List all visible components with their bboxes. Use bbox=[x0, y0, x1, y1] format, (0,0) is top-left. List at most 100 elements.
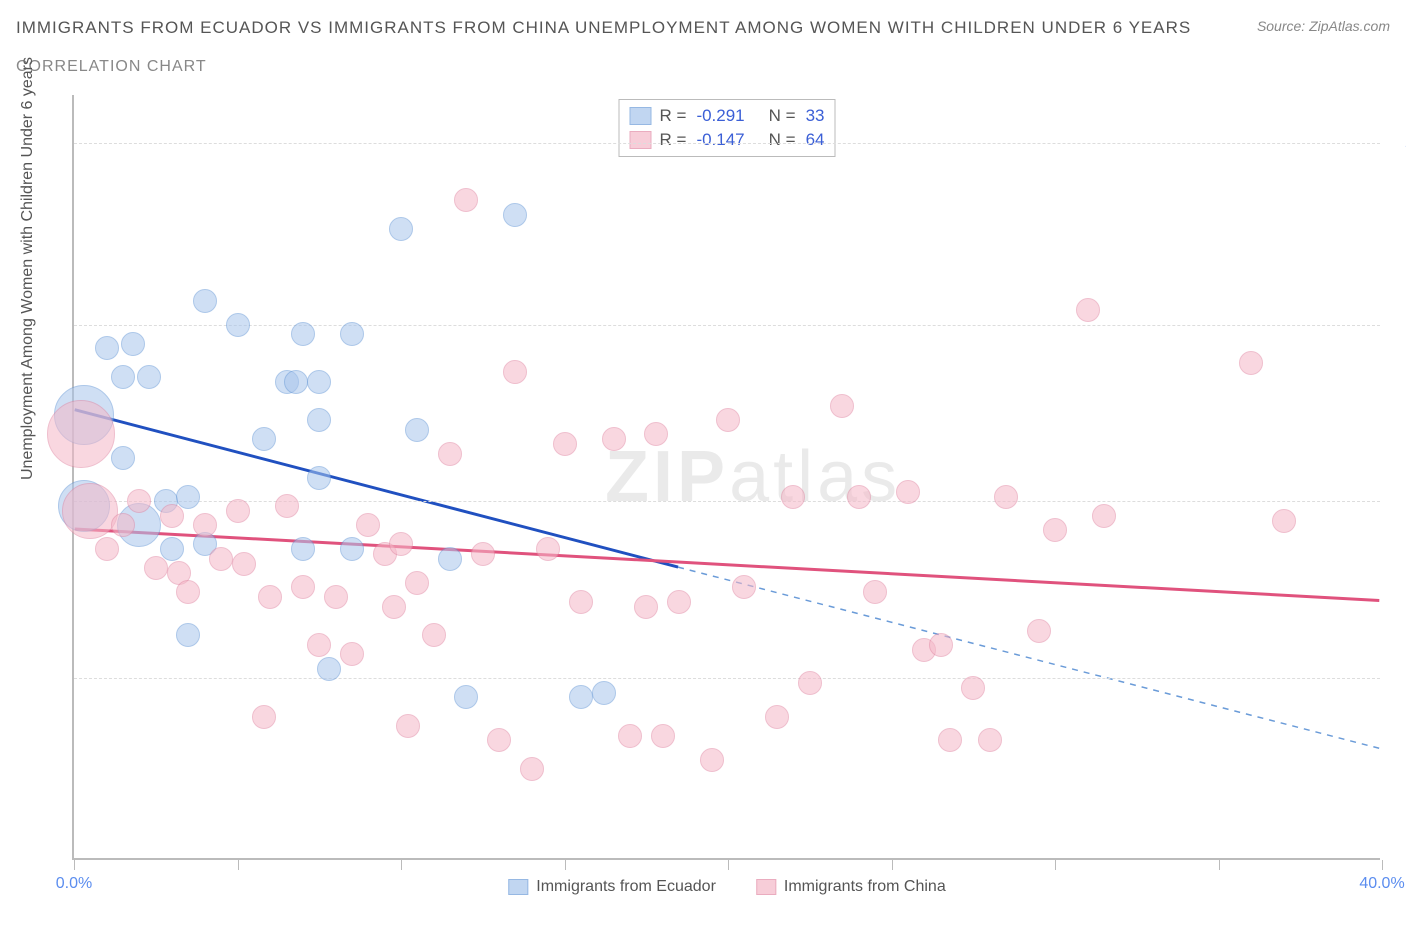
data-point bbox=[830, 394, 854, 418]
data-point bbox=[961, 676, 985, 700]
y-tick-label: 15.0% bbox=[1390, 134, 1406, 152]
data-point bbox=[226, 313, 250, 337]
data-point bbox=[1027, 619, 1051, 643]
data-point bbox=[307, 370, 331, 394]
data-point bbox=[569, 685, 593, 709]
data-point bbox=[422, 623, 446, 647]
data-point bbox=[176, 580, 200, 604]
data-point bbox=[111, 365, 135, 389]
data-point bbox=[405, 418, 429, 442]
data-point bbox=[994, 485, 1018, 509]
data-point bbox=[471, 542, 495, 566]
data-point bbox=[317, 657, 341, 681]
data-point bbox=[160, 537, 184, 561]
data-point bbox=[520, 757, 544, 781]
legend-n-label: N = bbox=[769, 130, 796, 150]
data-point bbox=[95, 336, 119, 360]
data-point bbox=[438, 442, 462, 466]
data-point bbox=[209, 547, 233, 571]
x-tick bbox=[892, 860, 893, 870]
data-point bbox=[503, 360, 527, 384]
data-point bbox=[382, 595, 406, 619]
data-point bbox=[307, 466, 331, 490]
data-point bbox=[62, 483, 118, 539]
data-point bbox=[592, 681, 616, 705]
data-point bbox=[1043, 518, 1067, 542]
x-tick bbox=[401, 860, 402, 870]
legend-swatch bbox=[630, 107, 652, 125]
chart-title: IMMIGRANTS FROM ECUADOR VS IMMIGRANTS FR… bbox=[16, 18, 1191, 38]
data-point bbox=[405, 571, 429, 595]
gridline bbox=[74, 143, 1380, 144]
data-point bbox=[291, 575, 315, 599]
chart-subtitle: CORRELATION CHART bbox=[16, 58, 207, 76]
data-point bbox=[160, 504, 184, 528]
legend-row: R = -0.291N = 33 bbox=[630, 104, 825, 128]
data-point bbox=[863, 580, 887, 604]
legend-swatch bbox=[508, 879, 528, 895]
legend-r-value: -0.291 bbox=[696, 106, 744, 126]
data-point bbox=[356, 513, 380, 537]
data-point bbox=[144, 556, 168, 580]
data-point bbox=[438, 547, 462, 571]
x-tick bbox=[1219, 860, 1220, 870]
data-point bbox=[340, 537, 364, 561]
data-point bbox=[340, 642, 364, 666]
legend-row: R = -0.147 N = 64 bbox=[630, 128, 825, 152]
data-point bbox=[252, 705, 276, 729]
data-point bbox=[111, 513, 135, 537]
legend-n-value: 64 bbox=[806, 130, 825, 150]
data-point bbox=[193, 513, 217, 537]
x-max-label: 40.0% bbox=[1359, 875, 1404, 893]
legend-item: Immigrants from Ecuador bbox=[508, 878, 716, 896]
data-point bbox=[503, 203, 527, 227]
data-point bbox=[667, 590, 691, 614]
data-point bbox=[137, 365, 161, 389]
series-legend: Immigrants from Ecuador Immigrants from C… bbox=[508, 878, 945, 896]
data-point bbox=[284, 370, 308, 394]
y-tick-label: 7.5% bbox=[1390, 492, 1406, 510]
y-axis-label: Unemployment Among Women with Children U… bbox=[19, 57, 37, 480]
x-tick bbox=[728, 860, 729, 870]
data-point bbox=[536, 537, 560, 561]
x-min-label: 0.0% bbox=[56, 875, 92, 893]
data-point bbox=[651, 724, 675, 748]
data-point bbox=[307, 633, 331, 657]
data-point bbox=[1092, 504, 1116, 528]
data-point bbox=[487, 728, 511, 752]
data-point bbox=[847, 485, 871, 509]
data-point bbox=[1239, 351, 1263, 375]
data-point bbox=[978, 728, 1002, 752]
data-point bbox=[569, 590, 593, 614]
data-point bbox=[324, 585, 348, 609]
data-point bbox=[454, 188, 478, 212]
data-point bbox=[938, 728, 962, 752]
data-point bbox=[307, 408, 331, 432]
legend-r-label: R = bbox=[660, 130, 687, 150]
x-tick bbox=[565, 860, 566, 870]
trend-lines bbox=[74, 95, 1380, 858]
data-point bbox=[226, 499, 250, 523]
data-point bbox=[193, 289, 217, 313]
data-point bbox=[716, 408, 740, 432]
data-point bbox=[1076, 298, 1100, 322]
data-point bbox=[275, 494, 299, 518]
legend-item: Immigrants from China bbox=[756, 878, 946, 896]
y-tick-label: 3.8% bbox=[1390, 669, 1406, 687]
data-point bbox=[553, 432, 577, 456]
data-point bbox=[1272, 509, 1296, 533]
x-tick bbox=[1055, 860, 1056, 870]
data-point bbox=[929, 633, 953, 657]
data-point bbox=[127, 489, 151, 513]
data-point bbox=[95, 537, 119, 561]
legend-swatch bbox=[756, 879, 776, 895]
data-point bbox=[176, 485, 200, 509]
data-point bbox=[454, 685, 478, 709]
data-point bbox=[732, 575, 756, 599]
data-point bbox=[644, 422, 668, 446]
gridline bbox=[74, 501, 1380, 502]
legend-n-label: N = bbox=[769, 106, 796, 126]
data-point bbox=[258, 585, 282, 609]
legend-r-value: -0.147 bbox=[696, 130, 744, 150]
data-point bbox=[896, 480, 920, 504]
